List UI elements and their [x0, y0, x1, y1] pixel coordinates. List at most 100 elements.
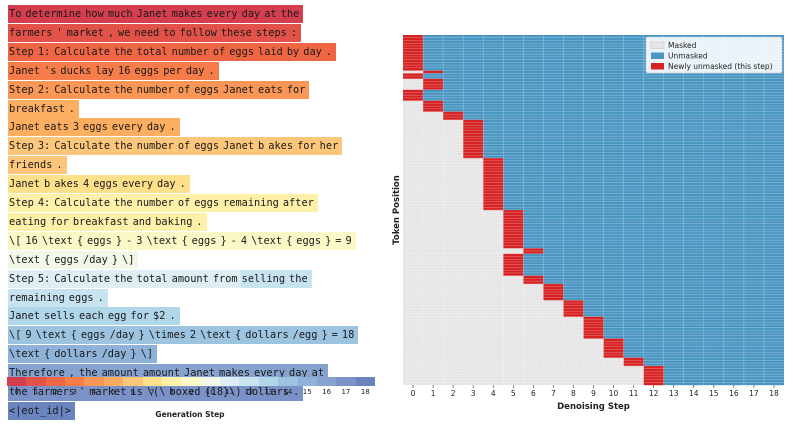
newly-unmasked-cell	[483, 171, 504, 175]
newly-unmasked-cell	[503, 231, 524, 235]
token: Calculate	[53, 269, 115, 288]
token: \text	[199, 326, 236, 345]
newly-unmasked-cell	[403, 37, 424, 41]
x-tick-label: 6	[531, 389, 536, 398]
unmasked-cells	[443, 86, 784, 90]
token: of	[176, 80, 195, 99]
token: Step	[8, 269, 38, 288]
colorbar-tick-label: 2	[53, 388, 58, 396]
unmasked-cells	[523, 272, 784, 276]
unmasked-cells	[563, 289, 784, 293]
newly-unmasked-cell	[483, 168, 504, 172]
token: the	[113, 137, 137, 156]
unmasked-cells	[523, 220, 784, 224]
text-line: Janet b akes 4 eggs every day.	[8, 175, 190, 194]
token: \text	[8, 250, 44, 269]
unmasked-cells	[643, 357, 784, 361]
x-tick-label: 12	[649, 389, 659, 398]
token: }	[110, 250, 123, 269]
unmasked-cells	[443, 81, 784, 85]
newly-unmasked-cell	[563, 311, 584, 315]
x-tick-label: 7	[551, 389, 556, 398]
x-tick-label: 17	[749, 389, 759, 398]
token: 2	[188, 326, 201, 345]
token: /day	[108, 326, 139, 345]
token: makes	[170, 5, 207, 23]
unmasked-cells	[523, 256, 784, 260]
y-axis-label: Token Position	[392, 175, 402, 245]
token: ,	[67, 364, 79, 383]
newly-unmasked-cell	[483, 201, 504, 205]
newly-unmasked-cell	[403, 97, 424, 101]
token: farmers	[8, 23, 57, 42]
x-tick-label: 13	[669, 389, 679, 398]
token: total	[135, 42, 172, 61]
colorbar-tick-label: 1	[33, 388, 39, 396]
token: at	[263, 5, 281, 23]
token: we	[117, 23, 135, 42]
unmasked-cells	[523, 229, 784, 233]
token: \text	[250, 231, 287, 250]
text-line: eating for breakfast and baking.	[8, 212, 207, 231]
unmasked-cells	[443, 84, 784, 88]
colorbar-tick-label: 15	[302, 388, 312, 396]
token: /egg	[291, 326, 322, 345]
colorbar-segment	[65, 377, 85, 386]
token: determine	[24, 5, 86, 23]
newly-unmasked-cell	[643, 379, 664, 383]
token: for	[49, 212, 73, 231]
token: .	[55, 156, 67, 175]
colorbar-tick-label: 14	[283, 388, 293, 396]
unmasked-cells	[443, 100, 784, 104]
newly-unmasked-cell	[583, 322, 604, 326]
text-line: Step 5: Calculate the total amount from selling…	[8, 269, 312, 288]
token: Janet	[8, 61, 44, 80]
token: Step	[8, 42, 38, 61]
unmasked-cells	[643, 363, 784, 367]
token: day	[156, 175, 180, 194]
newly-unmasked-cell	[503, 218, 524, 222]
token: '	[78, 383, 90, 401]
newly-unmasked-cell	[463, 149, 484, 153]
unmasked-cells	[563, 283, 784, 287]
x-tick-label: 4	[491, 389, 496, 398]
unmasked-cells	[603, 319, 784, 323]
newly-unmasked-cell	[543, 286, 564, 290]
newly-unmasked-cell	[463, 130, 484, 134]
newly-unmasked-cell	[443, 111, 464, 115]
newly-unmasked-cell	[623, 360, 644, 364]
token: Calculate	[53, 42, 115, 61]
text-line: Janet's ducks lay 16 eggs per day.	[8, 61, 219, 80]
token: need	[133, 23, 164, 42]
token: .	[168, 118, 180, 137]
token: 3	[135, 231, 147, 250]
token: eats	[43, 118, 73, 137]
newly-unmasked-cell	[523, 251, 544, 254]
token: boxed	[168, 383, 205, 401]
x-tick-label: 1	[431, 389, 436, 398]
token: lay	[94, 61, 119, 80]
text-line: the farmers ' market is \(\ boxed {18}\) dollars…	[8, 383, 304, 401]
newly-unmasked-cell	[403, 95, 424, 99]
newly-unmasked-cell	[623, 357, 644, 361]
text-line: friends.	[8, 156, 67, 175]
text-line: Step 2: Calculate the number of eggs Janet eats f…	[8, 80, 310, 99]
newly-unmasked-cell	[483, 193, 504, 197]
token: eggs	[79, 326, 110, 345]
token: egg	[106, 307, 131, 326]
colorbar-tick-label: 4	[91, 388, 97, 396]
x-tick-label: 9	[591, 389, 596, 398]
newly-unmasked-cell	[403, 51, 424, 55]
colorbar-tick-label: 6	[130, 388, 136, 396]
newly-unmasked-cell	[503, 226, 524, 230]
token: -	[125, 231, 137, 250]
text-line: \[16 \text{eggs} -3 \text{eggs} -4 \text{eggs…	[8, 231, 356, 250]
newly-unmasked-cell	[603, 341, 624, 345]
unmasked-cells	[523, 259, 784, 263]
token: for	[129, 307, 154, 326]
colorbar-segment	[316, 377, 337, 386]
newly-unmasked-cell	[543, 294, 564, 298]
token: \[	[8, 231, 26, 250]
token: market	[88, 383, 131, 401]
token: eggs	[193, 80, 224, 99]
